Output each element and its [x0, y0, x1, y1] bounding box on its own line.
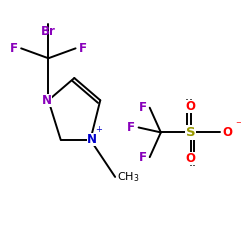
Text: N: N	[42, 94, 52, 107]
Text: F: F	[127, 121, 135, 134]
Text: O: O	[222, 126, 232, 139]
Text: Br: Br	[41, 24, 56, 38]
Text: F: F	[139, 101, 147, 114]
Text: F: F	[139, 151, 147, 164]
Text: O: O	[186, 152, 196, 165]
Text: +: +	[96, 126, 102, 134]
Text: F: F	[10, 42, 18, 55]
Text: CH$_3$: CH$_3$	[118, 170, 140, 184]
Text: F: F	[78, 42, 86, 55]
Text: O: O	[186, 100, 196, 113]
Text: $^{-}$: $^{-}$	[235, 120, 242, 130]
Text: S: S	[186, 126, 195, 139]
Text: N: N	[87, 133, 97, 146]
